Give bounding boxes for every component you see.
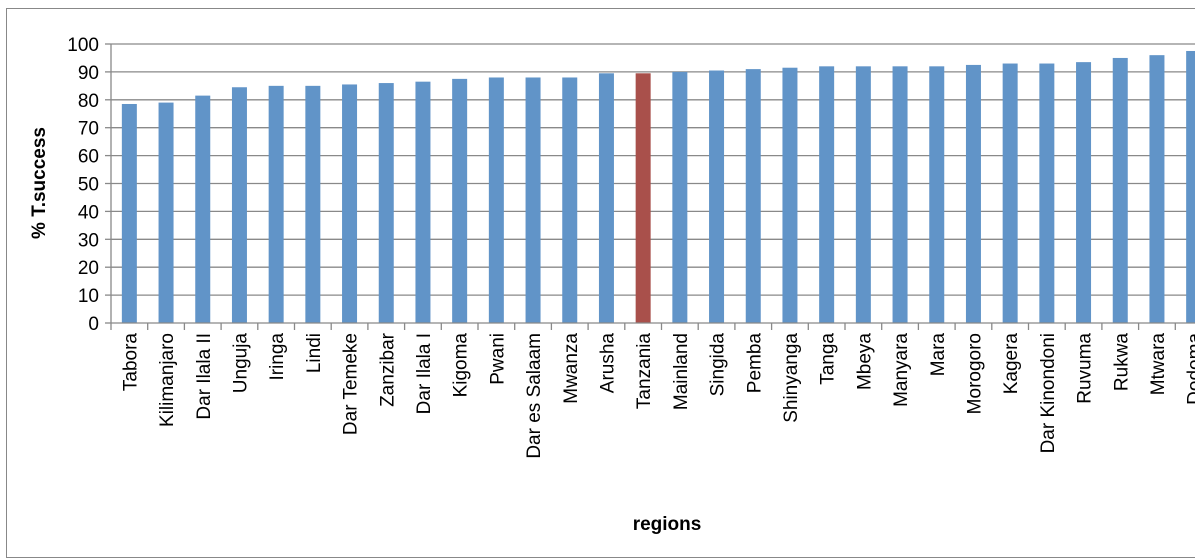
x-tick-label: Pemba bbox=[744, 333, 765, 394]
bar-dar-ilala-ii bbox=[195, 95, 211, 324]
x-tick-labels: Tabora Kilimanjaro Dar Ilala II Unguja Iring… bbox=[120, 332, 1195, 458]
bar-mbeya bbox=[855, 66, 871, 323]
x-tick-label: Singida bbox=[708, 333, 729, 397]
bar-iringa bbox=[268, 85, 284, 323]
bar-tanga bbox=[819, 66, 835, 323]
x-tick-label: Iringa bbox=[267, 333, 288, 381]
bar-mainland bbox=[672, 71, 688, 324]
x-tick-label: Rukwa bbox=[1111, 333, 1132, 392]
bar-mara bbox=[929, 66, 945, 323]
y-tick-label: 70 bbox=[78, 119, 99, 140]
bar-morogoro bbox=[965, 64, 981, 324]
bar-kilimanjaro bbox=[158, 102, 174, 323]
bar-dar-kinondoni bbox=[1039, 63, 1055, 323]
bar-arusha bbox=[598, 73, 614, 323]
bar-shinyanga bbox=[782, 67, 798, 323]
x-tick-label: Pwani bbox=[487, 333, 508, 385]
bar-rukwa bbox=[1112, 57, 1128, 323]
bar-chart: 0 10 20 30 40 50 60 70 80 90 100 Tabora Kilimanjaro… bbox=[29, 35, 1195, 535]
x-tick-label: Zanzibar bbox=[377, 332, 398, 407]
x-tick-label: Lindi bbox=[304, 333, 325, 373]
bar-manyara bbox=[892, 66, 908, 323]
bar-mwanza bbox=[562, 77, 578, 323]
x-tick-label: Tanzania bbox=[634, 333, 655, 409]
bar-pwani bbox=[488, 77, 504, 323]
y-tick-label: 20 bbox=[78, 258, 99, 279]
y-tick-label: 100 bbox=[67, 35, 99, 56]
x-tick-label: Shinyanga bbox=[781, 333, 802, 423]
x-tick-label: Kigoma bbox=[451, 333, 472, 398]
x-tick-label: Dar Ilala II bbox=[194, 333, 215, 420]
x-tick-label: Dar Temeke bbox=[341, 333, 362, 435]
bar-tabora bbox=[121, 103, 137, 323]
bar-singida bbox=[709, 70, 725, 323]
y-tick-label: 40 bbox=[78, 202, 99, 223]
bar-lindi bbox=[305, 85, 321, 323]
y-tick-label: 50 bbox=[78, 175, 99, 196]
bar-ruvuma bbox=[1076, 62, 1092, 323]
x-tick-label: Mwanza bbox=[561, 333, 582, 404]
x-tick-label: Manyara bbox=[891, 333, 912, 407]
x-tick-label: Mtwara bbox=[1148, 333, 1169, 396]
x-tick-label: Tanga bbox=[818, 333, 839, 385]
x-tick-label: Mara bbox=[928, 333, 949, 377]
x-tick-label: Mbeya bbox=[854, 333, 875, 390]
x-tick-label: Morogoro bbox=[964, 333, 985, 414]
x-tick-label: Dar Ilala I bbox=[414, 333, 435, 414]
bar-dar-ilala-i bbox=[415, 81, 431, 323]
bar-kigoma bbox=[452, 78, 468, 323]
x-tick-label: Unguja bbox=[230, 333, 251, 394]
x-tick-label: Kilimanjaro bbox=[157, 333, 178, 427]
y-tick-labels: 0 10 20 30 40 50 60 70 80 90 100 bbox=[67, 35, 99, 335]
bars bbox=[121, 50, 1195, 324]
bar-unguja bbox=[231, 87, 247, 324]
bar-pemba bbox=[745, 69, 761, 323]
y-tick-label: 10 bbox=[78, 286, 99, 307]
bar-mtwara bbox=[1149, 55, 1165, 323]
y-tick-label: 30 bbox=[78, 230, 99, 251]
bar-tanzania bbox=[635, 73, 651, 323]
bar-dar-es-salaam bbox=[525, 77, 541, 323]
y-tick-label: 0 bbox=[88, 314, 99, 335]
x-axis-title: regions bbox=[633, 514, 702, 535]
x-tick-label: Ruvuma bbox=[1075, 333, 1096, 404]
y-tick-label: 80 bbox=[78, 91, 99, 112]
x-tick-label: Kagera bbox=[1001, 333, 1022, 395]
axes bbox=[105, 43, 1195, 330]
bar-dodoma bbox=[1186, 50, 1195, 323]
x-tick-label: Dar es Salaam bbox=[524, 333, 545, 459]
x-tick-label: Tabora bbox=[120, 333, 141, 392]
y-tick-label: 60 bbox=[78, 147, 99, 168]
y-axis-title: % T.success bbox=[29, 127, 50, 239]
bar-zanzibar bbox=[378, 83, 394, 323]
x-tick-label: Arusha bbox=[597, 333, 618, 394]
y-tick-label: 90 bbox=[78, 63, 99, 84]
bar-dar-temeke bbox=[342, 84, 358, 323]
bar-kagera bbox=[1002, 63, 1018, 323]
x-tick-label: Dodoma bbox=[1185, 333, 1195, 405]
x-tick-label: Dar Kinondoni bbox=[1038, 333, 1059, 453]
x-tick-label: Mainland bbox=[671, 333, 692, 410]
